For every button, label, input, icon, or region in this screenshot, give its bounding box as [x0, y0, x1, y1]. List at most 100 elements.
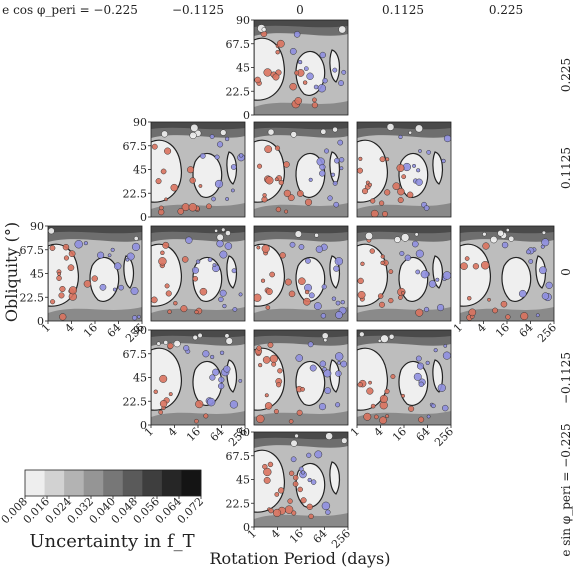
scatter-point [324, 148, 330, 154]
scatter-point [294, 70, 300, 76]
scatter-point [290, 456, 297, 463]
scatter-point [302, 297, 311, 306]
scatter-point [319, 51, 326, 59]
scatter-point [367, 182, 373, 187]
scatter-point [423, 306, 430, 313]
scatter-point [363, 412, 372, 421]
high-uncertainty-region [254, 203, 348, 217]
scatter-point [335, 300, 341, 306]
scatter-point [313, 302, 322, 311]
high-uncertainty-region [460, 307, 554, 321]
scatter-point [114, 262, 122, 270]
panel-points [257, 126, 345, 214]
scatter-point [535, 313, 540, 318]
scatter-point [308, 292, 315, 299]
contour-panel [356, 329, 452, 426]
scatter-point [288, 419, 294, 424]
scatter-point [418, 381, 424, 388]
scatter-point [256, 245, 261, 250]
scatter-point [332, 180, 338, 186]
low-uncertainty-region [329, 359, 341, 393]
scatter-point [297, 486, 303, 493]
scatter-point [230, 164, 237, 170]
scatter-point [59, 313, 67, 321]
low-uncertainty-region [398, 256, 429, 302]
scatter-point [256, 414, 265, 424]
high-uncertainty-region [48, 307, 142, 321]
y-tick-label: 67.5 [226, 450, 251, 463]
scatter-point [274, 177, 279, 182]
scatter-point [360, 261, 365, 266]
scatter-point [225, 230, 231, 236]
scatter-point [379, 416, 387, 425]
scatter-point [214, 154, 220, 160]
scatter-point [216, 233, 224, 241]
scatter-point [262, 356, 271, 364]
scatter-point [207, 257, 213, 263]
scatter-point [540, 244, 545, 249]
scatter-point [173, 300, 178, 306]
scatter-point [74, 240, 83, 249]
scatter-point [307, 341, 314, 348]
scatter-point [189, 131, 197, 140]
x-tick-label: 64 [105, 321, 124, 340]
axis-ticks: 0 22.5 45 67.5 90 0 22.5 45 67.5 90 0 22.5 45 67.5 90 0… [20, 14, 560, 551]
scatter-point [315, 245, 323, 253]
scatter-point [48, 227, 55, 235]
scatter-point [335, 311, 343, 319]
scatter-point [223, 365, 231, 373]
scatter-point [254, 293, 262, 302]
high-uncertainty-region [254, 411, 348, 425]
y-tick-label: 0 [243, 109, 250, 122]
scatter-point [321, 284, 327, 290]
scatter-point [107, 253, 112, 258]
x-tick-label: 64 [517, 321, 536, 340]
scatter-point [160, 250, 165, 256]
x-tick-label: 256 [432, 425, 456, 449]
scatter-point [83, 241, 88, 246]
x-tick-label: 1 [348, 425, 362, 439]
scatter-point [460, 262, 468, 270]
scatter-point [426, 149, 431, 155]
scatter-point [224, 136, 230, 142]
x-tick-label: 1 [142, 425, 156, 439]
scatter-point [338, 80, 344, 86]
x-tick-label: 64 [208, 425, 227, 444]
scatter-point [221, 227, 226, 232]
highest-uncertainty-region [357, 330, 451, 338]
scatter-point [91, 275, 98, 282]
scatter-point [274, 492, 280, 497]
scatter-point [161, 130, 169, 138]
scatter-point [183, 345, 190, 352]
scatter-point [256, 345, 262, 351]
scatter-point [505, 228, 510, 232]
scatter-point [312, 97, 317, 103]
y-tick-label: 0 [140, 419, 147, 432]
scatter-point [273, 508, 282, 517]
panel-frame [253, 329, 349, 426]
scatter-point [373, 414, 379, 420]
scatter-point [320, 313, 327, 319]
scatter-point [305, 258, 311, 264]
scatter-point [151, 143, 158, 150]
scatter-point [173, 340, 181, 348]
scatter-point [131, 242, 141, 251]
high-uncertainty-region [254, 101, 348, 115]
scatter-point [68, 286, 78, 295]
scatter-point [415, 269, 421, 275]
scatter-point [433, 348, 438, 353]
scatter-point [190, 123, 199, 132]
scatter-point [490, 236, 498, 244]
scatter-point [396, 164, 405, 173]
panel-frame [356, 121, 452, 218]
row-header: −0.1125 [559, 352, 573, 404]
row-header: 0 [559, 268, 573, 276]
scatter-point [330, 172, 336, 177]
scatter-point [269, 271, 275, 278]
panel-points [262, 432, 348, 520]
scatter-point [230, 188, 235, 193]
scatter-point [274, 145, 281, 151]
scatter-point [404, 254, 411, 261]
scatter-point [263, 476, 271, 484]
scatter-point [197, 332, 203, 338]
